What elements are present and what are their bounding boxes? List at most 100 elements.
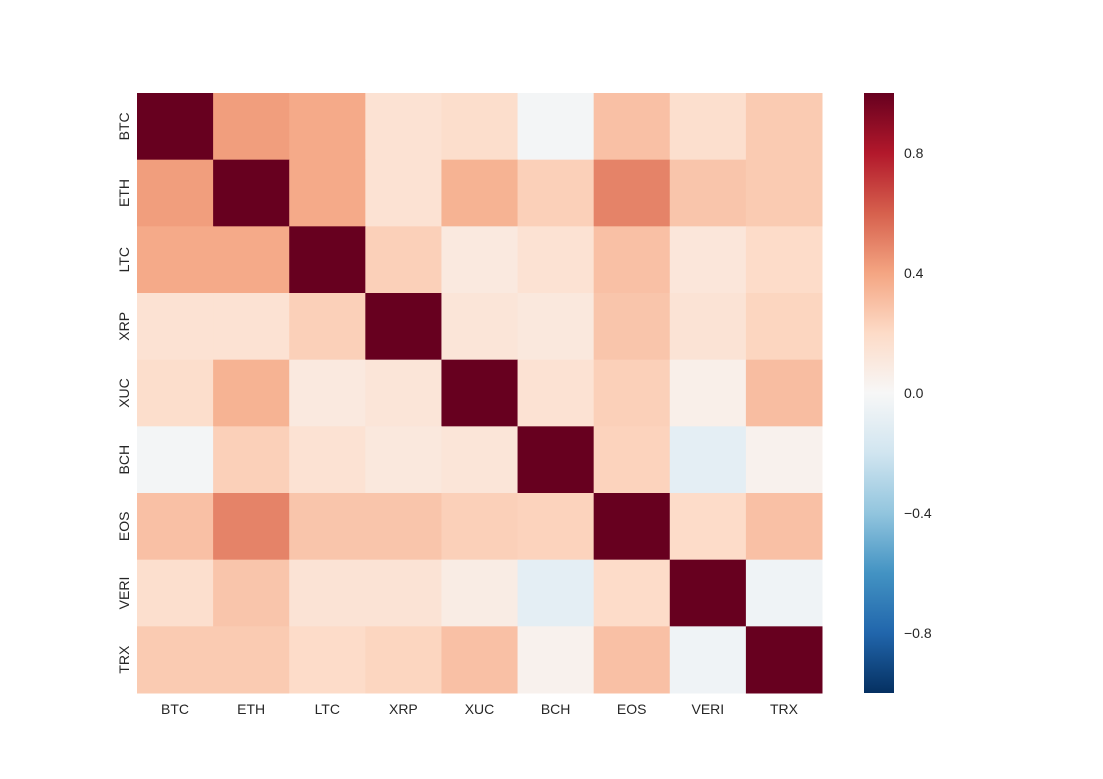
y-tick-label: EOS bbox=[116, 512, 132, 542]
heatmap-cell-eos-xrp bbox=[365, 493, 442, 561]
heatmap-cell-ltc-ltc bbox=[289, 226, 366, 294]
heatmap-cell-bch-veri bbox=[669, 426, 747, 494]
heatmap-cell-xrp-veri bbox=[669, 293, 747, 361]
y-tick-label: XRP bbox=[116, 312, 132, 341]
heatmap-cell-ltc-veri bbox=[669, 226, 747, 294]
heatmap-cell-trx-trx bbox=[745, 626, 823, 694]
heatmap-cell-btc-trx bbox=[745, 93, 823, 161]
heatmap-cell-xuc-btc bbox=[137, 359, 214, 427]
heatmap-cell-xuc-eth bbox=[213, 359, 290, 427]
y-tick-label: LTC bbox=[116, 247, 132, 272]
heatmap-cell-trx-ltc bbox=[289, 626, 366, 694]
heatmap-cell-btc-eos bbox=[593, 93, 671, 161]
colorbar-tick-label: −0.8 bbox=[904, 625, 932, 641]
heatmap-cell-xuc-xuc bbox=[441, 359, 519, 427]
heatmap-cell-eth-veri bbox=[669, 159, 747, 227]
heatmap-cell-ltc-trx bbox=[745, 226, 823, 294]
heatmap-cell-xrp-ltc bbox=[289, 293, 366, 361]
colorbar bbox=[864, 93, 894, 693]
heatmap-cell-ltc-btc bbox=[137, 226, 214, 294]
heatmap-cell-veri-bch bbox=[517, 559, 595, 627]
heatmap-cell-eth-ltc bbox=[289, 159, 366, 227]
heatmap-cell-trx-eth bbox=[213, 626, 290, 694]
x-tick-label: LTC bbox=[315, 701, 340, 717]
heatmap-cell-trx-bch bbox=[517, 626, 595, 694]
y-tick-label: ETH bbox=[116, 179, 132, 207]
heatmap-cell-btc-veri bbox=[669, 93, 747, 161]
x-axis-tick-labels: BTC ETH LTC XRP XUC BCH EOS VERI TRX bbox=[161, 701, 799, 717]
heatmap-cell-veri-xrp bbox=[365, 559, 442, 627]
heatmap-cell-eth-btc bbox=[137, 159, 214, 227]
heatmap-cell-btc-bch bbox=[517, 93, 595, 161]
heatmap-cell-btc-xrp bbox=[365, 93, 442, 161]
heatmap-cell-veri-trx bbox=[745, 559, 823, 627]
heatmap-cell-xrp-xuc bbox=[441, 293, 519, 361]
heatmap-cell-xuc-ltc bbox=[289, 359, 366, 427]
heatmap-cell-btc-xuc bbox=[441, 93, 519, 161]
heatmap-cell-trx-btc bbox=[137, 626, 214, 694]
y-tick-label: BCH bbox=[116, 445, 132, 475]
heatmap-cell-ltc-eos bbox=[593, 226, 671, 294]
heatmap-cell-eth-xuc bbox=[441, 159, 519, 227]
heatmap-cell-eos-btc bbox=[137, 493, 214, 561]
heatmap-cell-ltc-xrp bbox=[365, 226, 442, 294]
heatmap-cell-ltc-xuc bbox=[441, 226, 519, 294]
x-tick-label: TRX bbox=[770, 701, 799, 717]
heatmap-cell-eth-eos bbox=[593, 159, 671, 227]
heatmap-cell-xrp-bch bbox=[517, 293, 595, 361]
heatmap-cell-bch-eos bbox=[593, 426, 671, 494]
colorbar-tick-label: 0.4 bbox=[904, 265, 924, 281]
heatmap-cell-veri-btc bbox=[137, 559, 214, 627]
x-tick-label: BTC bbox=[161, 701, 189, 717]
heatmap-cell-veri-veri bbox=[669, 559, 747, 627]
heatmap-cell-eos-ltc bbox=[289, 493, 366, 561]
heatmap-cell-ltc-eth bbox=[213, 226, 290, 294]
x-tick-label: BCH bbox=[541, 701, 571, 717]
heatmap-cell-btc-eth bbox=[213, 93, 290, 161]
heatmap-cell-bch-xrp bbox=[365, 426, 442, 494]
colorbar-tick-labels: 0.8 0.4 0.0 −0.4 −0.8 bbox=[904, 145, 932, 641]
heatmap-cell-eos-bch bbox=[517, 493, 595, 561]
y-tick-label: BTC bbox=[116, 112, 132, 140]
heatmap-cell-xuc-xrp bbox=[365, 359, 442, 427]
heatmap-cell-xrp-eth bbox=[213, 293, 290, 361]
y-tick-label: XUC bbox=[116, 378, 132, 408]
heatmap-cell-xuc-bch bbox=[517, 359, 595, 427]
x-tick-label: XUC bbox=[465, 701, 495, 717]
heatmap-cell-eos-xuc bbox=[441, 493, 519, 561]
x-tick-label: EOS bbox=[617, 701, 647, 717]
heatmap-cell-trx-veri bbox=[669, 626, 747, 694]
heatmap-cell-eos-eos bbox=[593, 493, 671, 561]
colorbar-tick-label: 0.8 bbox=[904, 145, 924, 161]
x-tick-label: XRP bbox=[389, 701, 418, 717]
heatmap-cell-xrp-trx bbox=[745, 293, 823, 361]
heatmap-cell-xuc-veri bbox=[669, 359, 747, 427]
heatmap-cell-bch-eth bbox=[213, 426, 290, 494]
heatmap-cell-xuc-trx bbox=[745, 359, 823, 427]
heatmap-cell-xrp-xrp bbox=[365, 293, 442, 361]
heatmap-cell-veri-eos bbox=[593, 559, 671, 627]
heatmap-cell-veri-eth bbox=[213, 559, 290, 627]
heatmap-cell-eth-xrp bbox=[365, 159, 442, 227]
heatmap-cell-eos-eth bbox=[213, 493, 290, 561]
heatmap-cell-eth-trx bbox=[745, 159, 823, 227]
heatmap-cell-xrp-eos bbox=[593, 293, 671, 361]
heatmap-cell-veri-xuc bbox=[441, 559, 519, 627]
x-tick-label: VERI bbox=[691, 701, 724, 717]
colorbar-tick-label: −0.4 bbox=[904, 505, 932, 521]
heatmap-cell-veri-ltc bbox=[289, 559, 366, 627]
heatmap-cell-bch-btc bbox=[137, 426, 214, 494]
heatmap-cell-bch-xuc bbox=[441, 426, 519, 494]
heatmap-cell-btc-btc bbox=[137, 93, 214, 161]
heatmap-cell-bch-trx bbox=[745, 426, 823, 494]
colorbar-tick-label: 0.0 bbox=[904, 385, 924, 401]
heatmap-cell-bch-ltc bbox=[289, 426, 366, 494]
x-tick-label: ETH bbox=[237, 701, 265, 717]
y-tick-label: TRX bbox=[116, 645, 132, 674]
heatmap-cells bbox=[137, 93, 823, 694]
heatmap-cell-btc-ltc bbox=[289, 93, 366, 161]
y-axis-tick-labels: BTC ETH LTC XRP XUC BCH EOS VERI TRX bbox=[116, 112, 132, 673]
heatmap-cell-trx-xuc bbox=[441, 626, 519, 694]
y-tick-label: VERI bbox=[116, 577, 132, 610]
